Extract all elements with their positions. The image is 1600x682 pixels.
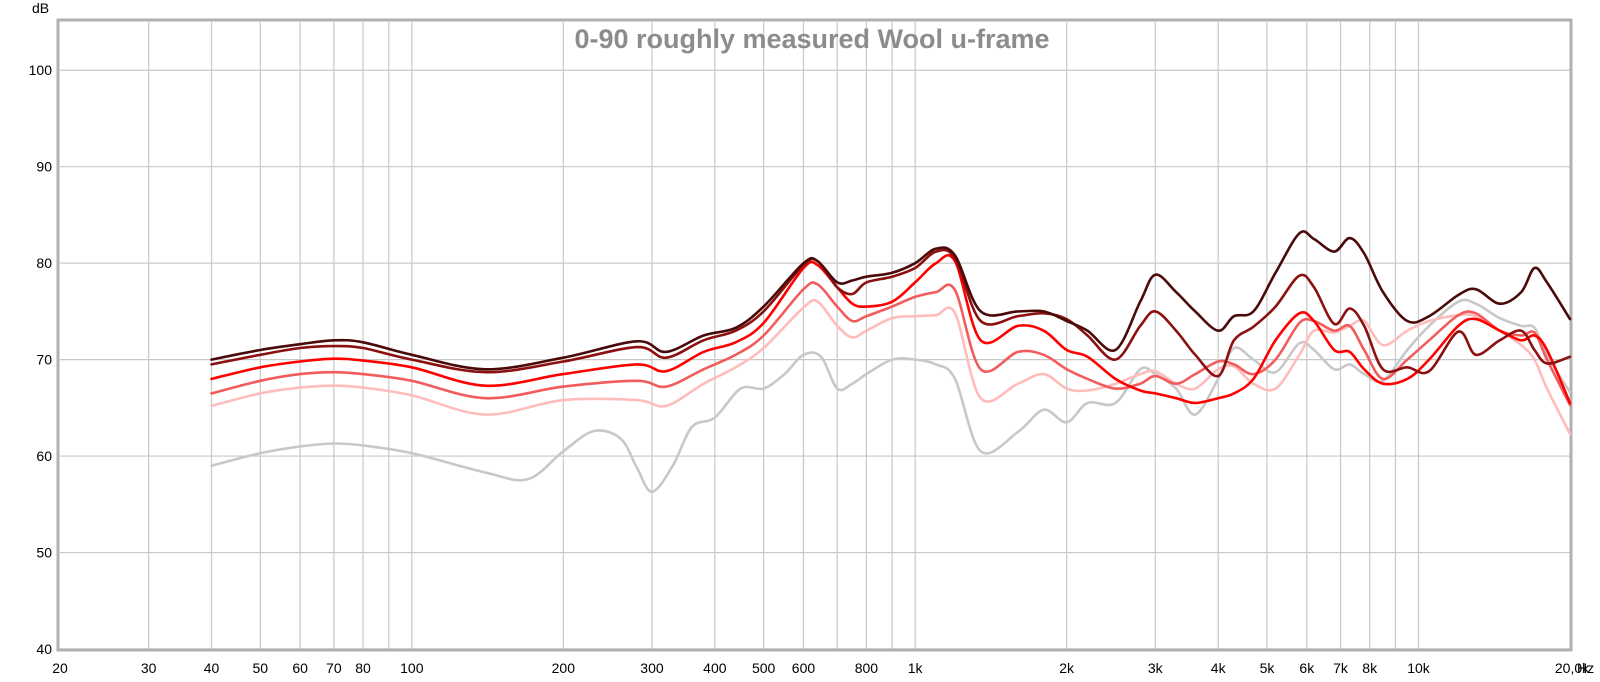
x-tick-label: 6k — [1299, 660, 1315, 676]
response-curve-5 — [210, 298, 1572, 436]
x-tick-label: 500 — [752, 660, 776, 676]
x-tick-label: 1k — [908, 660, 924, 676]
y-tick-label: 90 — [36, 159, 52, 175]
x-tick-label: 30 — [141, 660, 157, 676]
y-tick-label: 40 — [36, 641, 52, 657]
y-axis-ticks: 40 50 60 70 80 90 100 — [29, 62, 53, 657]
x-tick-label: 800 — [855, 660, 879, 676]
x-tick-label: 200 — [552, 660, 576, 676]
response-curve-3 — [210, 253, 1572, 405]
x-tick-label: 4k — [1211, 660, 1227, 676]
x-tick-label: 80 — [355, 660, 371, 676]
x-tick-label: 10k — [1407, 660, 1431, 676]
x-tick-label: 60 — [292, 660, 308, 676]
x-tick-label: 600 — [792, 660, 816, 676]
response-curves — [210, 230, 1572, 494]
x-tick-label: 70 — [326, 660, 342, 676]
chart-title: 0-90 roughly measured Wool u-frame — [574, 24, 1049, 54]
response-curve-1 — [210, 230, 1572, 371]
response-curve-2 — [210, 248, 1572, 378]
x-tick-label: 20 — [52, 660, 68, 676]
x-axis-ticks: 20 30 40 50 60 70 80 100 200 300 400 500 600 800 1k 2k 3… — [52, 660, 1590, 676]
x-tick-label: 7k — [1333, 660, 1349, 676]
grid — [60, 22, 1570, 650]
y-tick-label: 80 — [36, 255, 52, 271]
y-tick-label: 50 — [36, 545, 52, 561]
x-tick-label: 2k — [1059, 660, 1075, 676]
x-axis-unit-label: Hz — [1577, 660, 1594, 676]
plot-frame — [56, 18, 1573, 652]
x-tick-label: 300 — [640, 660, 664, 676]
x-tick-label: 3k — [1148, 660, 1164, 676]
x-tick-label: 5k — [1260, 660, 1276, 676]
x-tick-label: 40 — [204, 660, 220, 676]
x-tick-label: 100 — [400, 660, 424, 676]
x-tick-label: 50 — [253, 660, 269, 676]
x-tick-label: 8k — [1362, 660, 1378, 676]
y-tick-label: 100 — [29, 62, 53, 78]
response-curve-4 — [210, 281, 1572, 407]
x-tick-label: 400 — [703, 660, 727, 676]
x-tick-label: 20,0k — [1555, 660, 1590, 676]
y-axis-unit-label: dB — [32, 0, 49, 16]
y-tick-label: 70 — [36, 352, 52, 368]
y-tick-label: 60 — [36, 448, 52, 464]
